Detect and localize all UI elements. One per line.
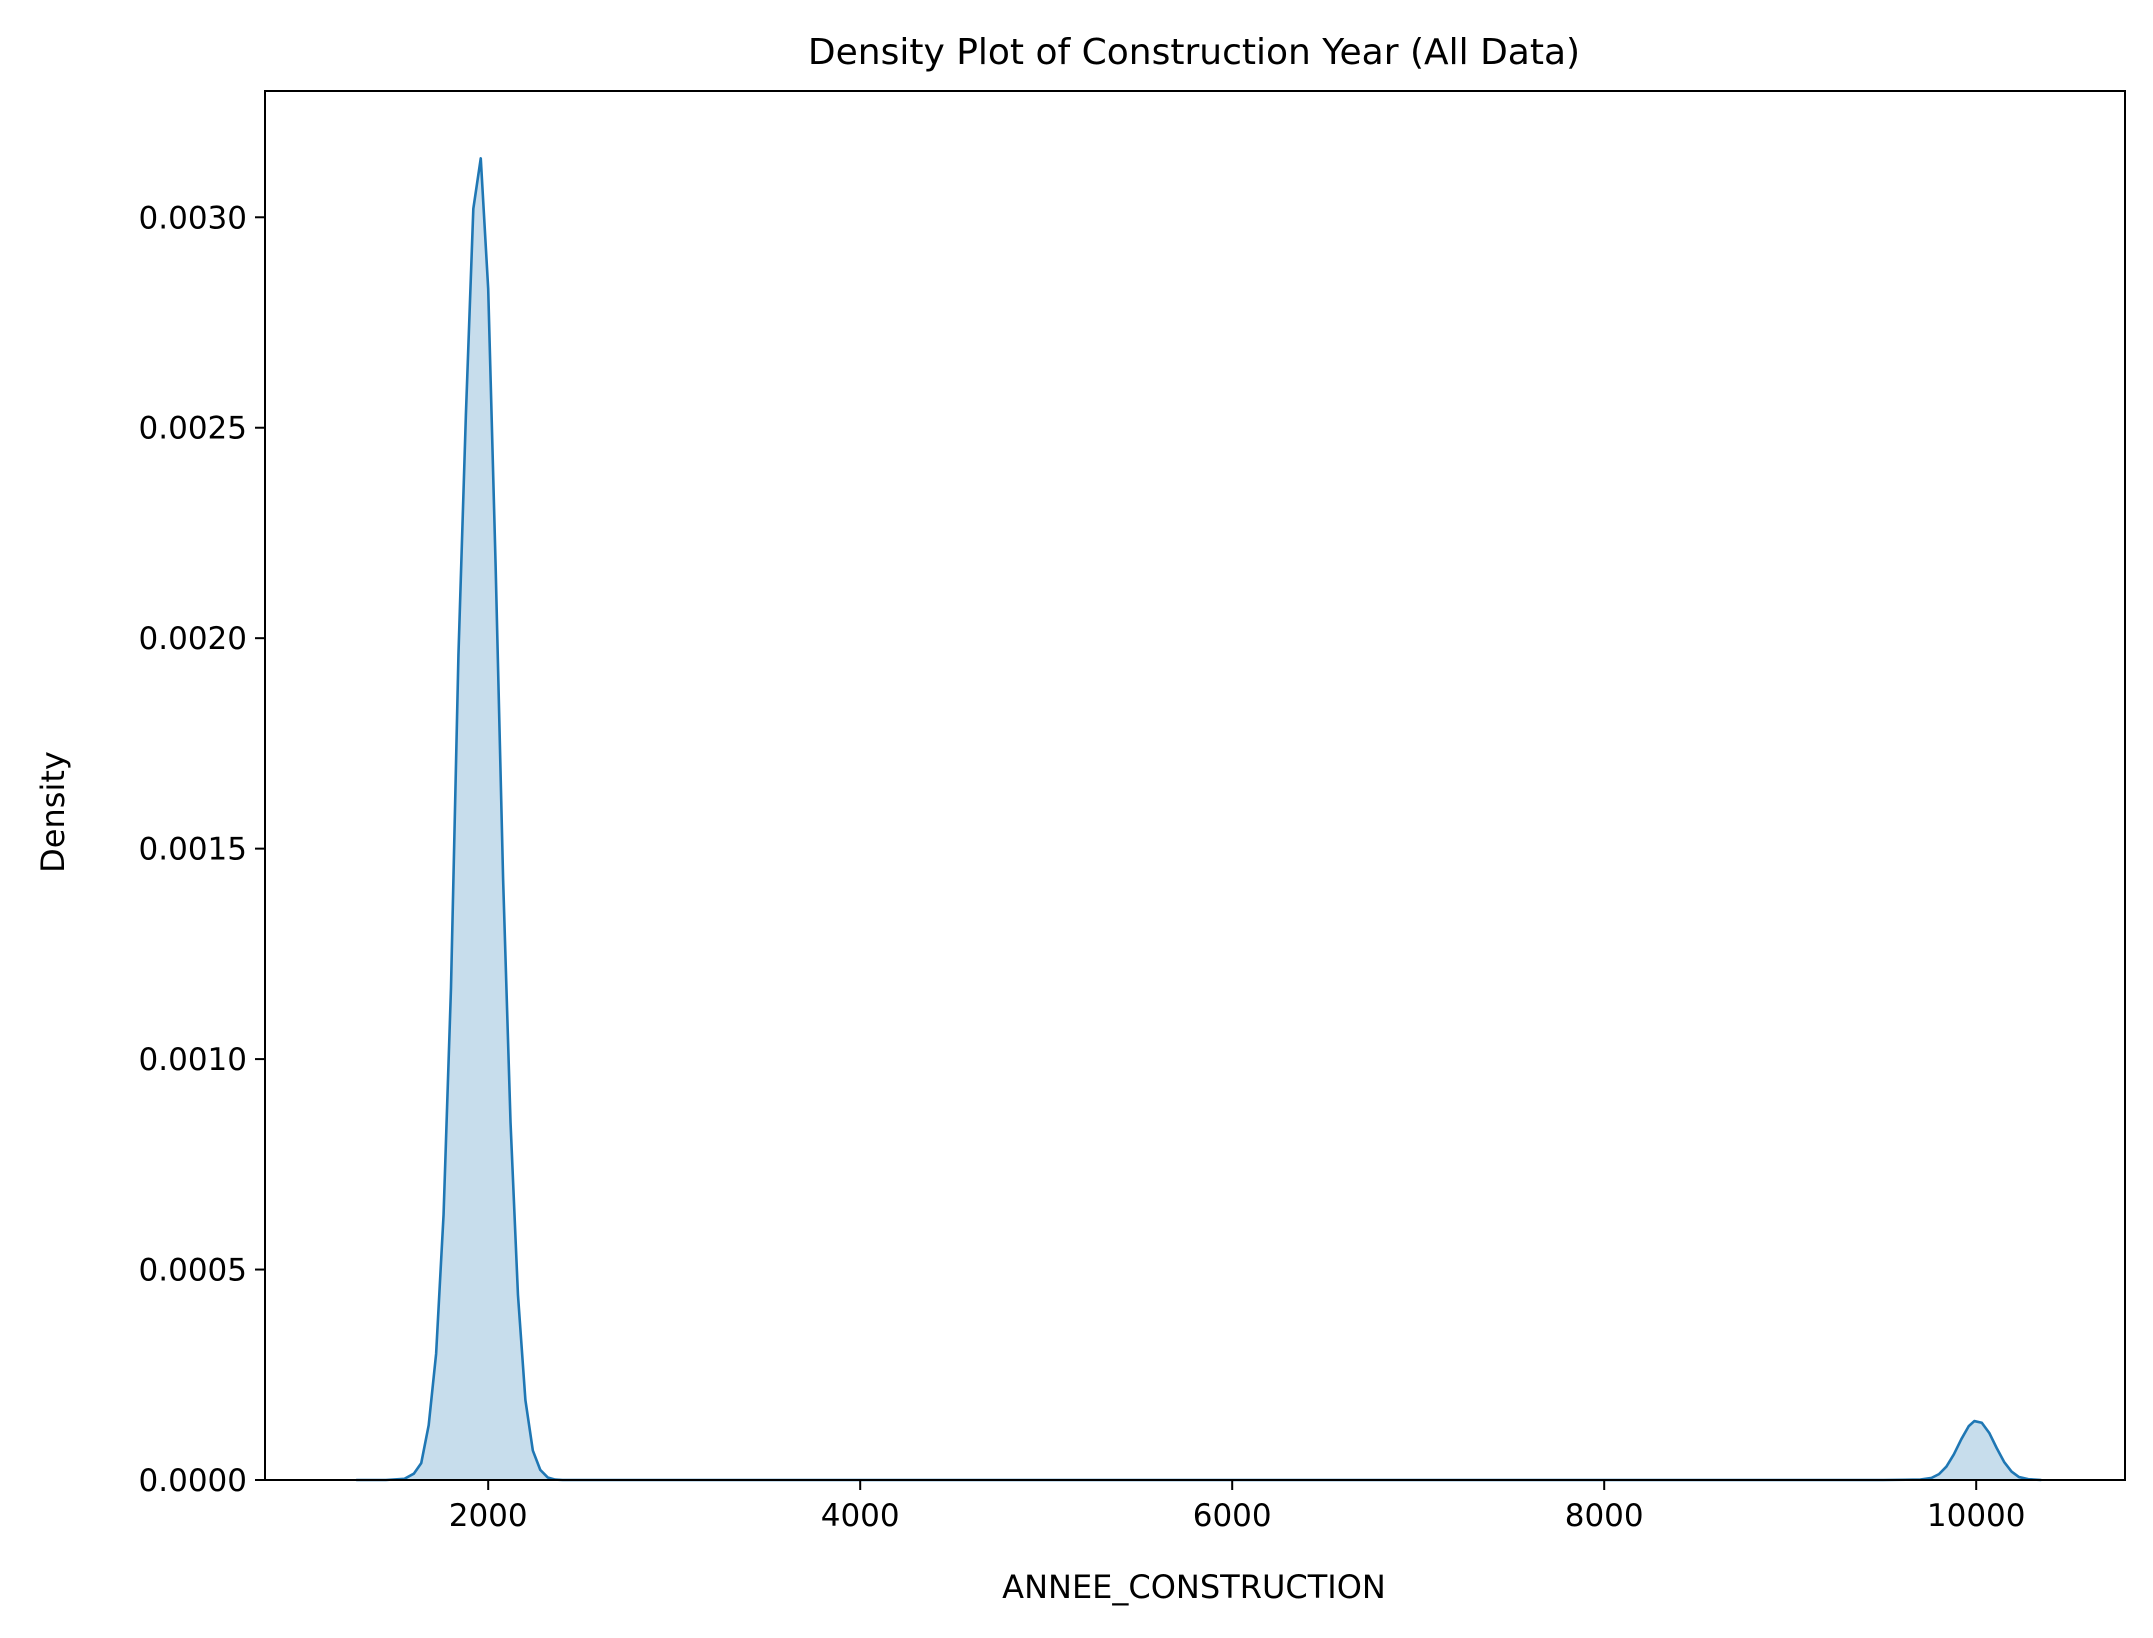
y-tick-label: 0.0020 <box>139 621 247 657</box>
plot-frame <box>264 90 2126 1481</box>
chart-title: Density Plot of Construction Year (All D… <box>808 32 1580 73</box>
y-tick-label: 0.0025 <box>139 411 247 447</box>
x-tick-label: 4000 <box>821 1498 900 1534</box>
x-tick-label: 2000 <box>449 1498 528 1534</box>
y-axis-ticks: 0.0000 0.0005 0.0010 0.0015 0.0020 0.0025 0.00… <box>139 200 265 1499</box>
x-axis-label: ANNEE_CONSTRUCTION <box>1002 1568 1386 1606</box>
x-tick-label: 8000 <box>1565 1498 1644 1534</box>
y-tick-label: 0.0005 <box>139 1253 247 1289</box>
y-tick-label: 0.0010 <box>139 1042 247 1078</box>
y-tick-label: 0.0015 <box>139 832 247 868</box>
y-tick-label: 0.0030 <box>139 200 247 236</box>
x-axis-ticks: 2000 4000 6000 8000 10000 <box>449 1480 2026 1534</box>
x-tick-label: 6000 <box>1193 1498 1272 1534</box>
y-tick-label: 0.0000 <box>139 1463 247 1499</box>
x-tick-label: 10000 <box>1927 1498 2026 1534</box>
y-axis-label: Density <box>34 751 72 873</box>
